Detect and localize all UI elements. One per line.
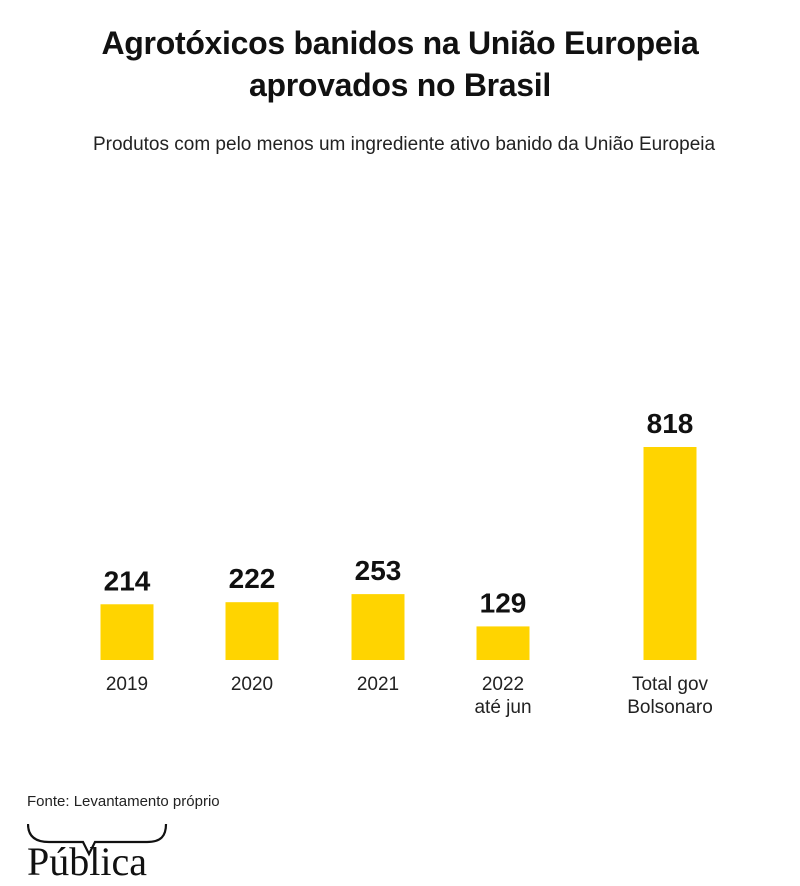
- bar-3: [476, 626, 530, 660]
- category-label-0: 2019: [106, 674, 148, 695]
- bar-0: [100, 604, 154, 660]
- bar-2: [351, 594, 405, 660]
- category-label-4-line-1: Bolsonaro: [627, 697, 713, 718]
- chart-title: Agrotóxicos banidos na União Europeia ap…: [0, 22, 800, 106]
- category-label-3-line-1: até jun: [474, 697, 531, 718]
- bar-1: [225, 602, 279, 660]
- category-label-2: 2021: [357, 674, 399, 695]
- source-note: Fonte: Levantamento próprio: [27, 793, 220, 810]
- chart-subtitle: Produtos com pelo menos um ingrediente a…: [92, 134, 716, 155]
- data-label-3: 129: [480, 587, 527, 618]
- data-label-0: 214: [104, 565, 151, 596]
- title-line-1: Agrotóxicos banidos na União Europeia: [101, 25, 699, 61]
- category-label-1: 2020: [231, 674, 273, 695]
- data-label-1: 222: [229, 563, 276, 594]
- bar-4: [643, 447, 697, 660]
- category-label-3: 2022: [482, 674, 524, 695]
- publica-logo: Pública: [27, 839, 147, 884]
- speech-brace-icon: [27, 823, 168, 857]
- data-label-2: 253: [355, 555, 402, 586]
- title-line-2: aprovados no Brasil: [249, 67, 551, 103]
- category-label-4: Total gov: [632, 674, 709, 695]
- data-label-4: 818: [647, 408, 694, 439]
